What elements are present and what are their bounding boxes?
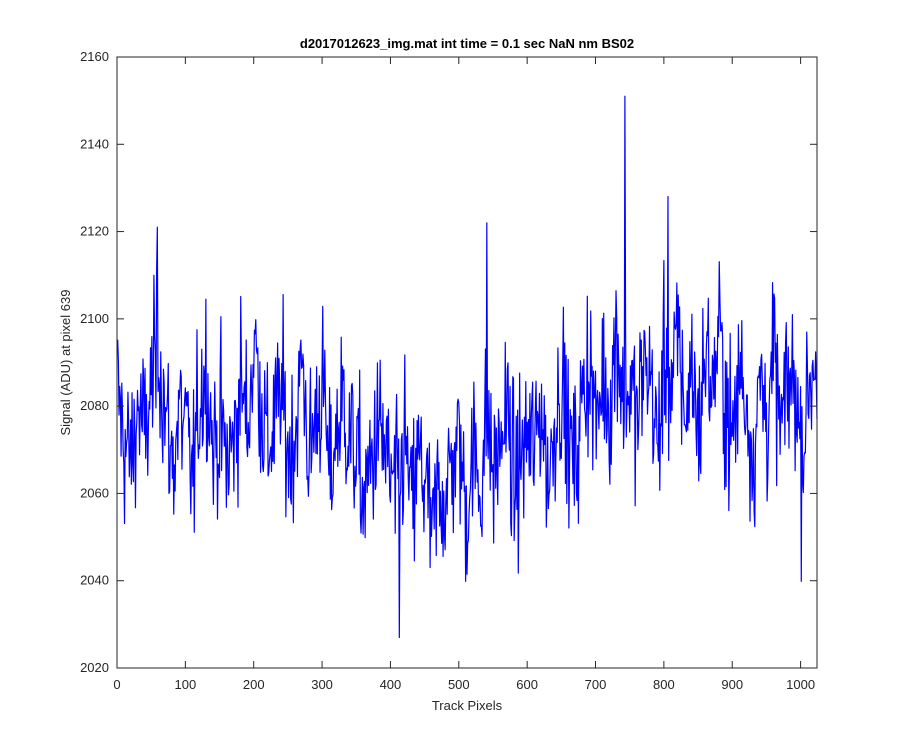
x-tick-label: 900 [721,677,743,692]
series-layer [117,95,818,639]
y-tick-label: 2040 [80,573,109,588]
x-tick-label: 0 [113,677,120,692]
signal-series-line [117,95,818,639]
x-tick-label: 1000 [786,677,815,692]
x-tick-label: 100 [175,677,197,692]
y-tick-label: 2080 [80,398,109,413]
x-tick-label: 700 [585,677,607,692]
x-tick-label: 300 [311,677,333,692]
y-tick-label: 2100 [80,311,109,326]
axes-box [116,56,818,669]
x-tick-label: 200 [243,677,265,692]
y-tick-label: 2140 [80,136,109,151]
x-tick-label: 400 [380,677,402,692]
x-tick-label: 500 [448,677,470,692]
x-axis-label: Track Pixels [432,698,503,713]
y-tick-label: 2120 [80,224,109,239]
x-tick-label: 600 [516,677,538,692]
x-tick-label: 800 [653,677,675,692]
chart-title: d2017012623_img.mat int time = 0.1 sec N… [300,36,634,51]
y-tick-label: 2160 [80,49,109,64]
y-tick-label: 2060 [80,485,109,500]
y-axis-label: Signal (ADU) at pixel 639 [58,290,73,436]
ticks-layer: 0 100 200 300 400 500 600 700 800 900 1000 2020 2040… [80,49,817,692]
y-tick-label: 2020 [80,660,109,675]
